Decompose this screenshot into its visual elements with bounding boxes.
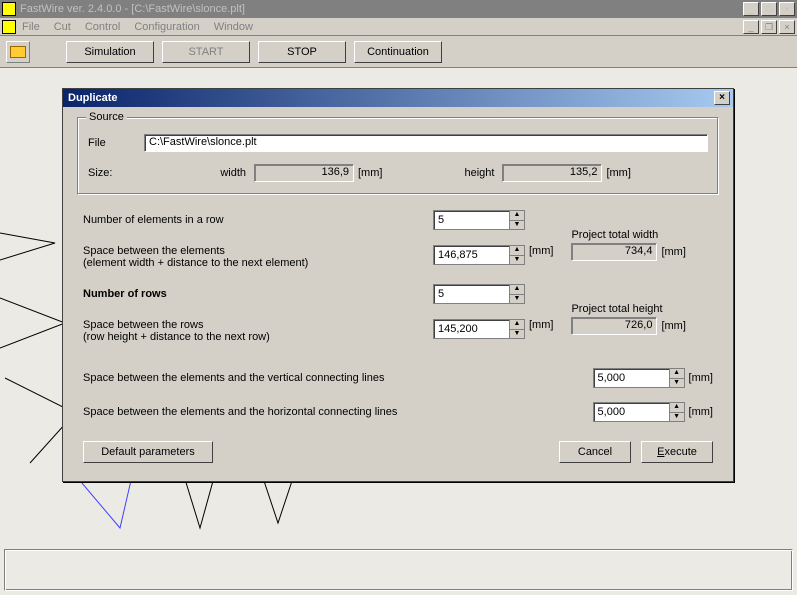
execute-label: xecute [664, 446, 696, 458]
file-label: File [88, 137, 144, 149]
dialog-close-button[interactable]: × [714, 91, 730, 105]
spinner-arrows[interactable]: ▲▼ [669, 402, 685, 422]
height-label: height [382, 167, 502, 179]
proj-width-value: 734,4 [571, 243, 657, 261]
open-file-button[interactable] [6, 41, 30, 63]
menu-cut[interactable]: Cut [54, 21, 71, 33]
start-button[interactable]: START [162, 41, 250, 63]
menu-window[interactable]: Window [214, 21, 253, 33]
space-vert-input[interactable] [593, 368, 669, 388]
doc-restore-button[interactable]: ❐ [761, 20, 777, 34]
proj-height-value: 726,0 [571, 317, 657, 335]
space-elements-label: Space between the elements [83, 245, 433, 257]
minimize-button[interactable]: _ [743, 2, 759, 16]
space-rows-sub: (row height + distance to the next row) [83, 331, 433, 343]
app-icon [2, 2, 16, 16]
cancel-button[interactable]: Cancel [559, 441, 631, 463]
menu-configuration[interactable]: Configuration [134, 21, 199, 33]
num-elements-label: Number of elements in a row [83, 214, 433, 226]
app-title: FastWire ver. 2.4.0.0 - [C:\FastWire\slo… [20, 3, 743, 15]
unit-mm: [mm] [689, 406, 713, 418]
close-button[interactable]: × [779, 2, 795, 16]
main-titlebar: FastWire ver. 2.4.0.0 - [C:\FastWire\slo… [0, 0, 797, 18]
source-legend: Source [86, 111, 127, 123]
maximize-button[interactable]: □ [761, 2, 777, 16]
width-label: width [144, 167, 254, 179]
space-vert-label: Space between the elements and the verti… [83, 372, 503, 384]
execute-button[interactable]: Execute [641, 441, 713, 463]
num-elements-input[interactable] [433, 210, 509, 230]
unit-mm: [mm] [529, 319, 553, 331]
spinner-arrows[interactable]: ▲▼ [509, 210, 525, 230]
proj-height-label: Project total height [571, 303, 685, 315]
status-panel [4, 549, 793, 591]
doc-minimize-button[interactable]: _ [743, 20, 759, 34]
space-elements-sub: (element width + distance to the next el… [83, 257, 433, 269]
toolbar: Simulation START STOP Continuation [0, 36, 797, 68]
spinner-arrows[interactable]: ▲▼ [509, 245, 525, 265]
unit-mm: [mm] [661, 320, 685, 332]
stop-button[interactable]: STOP [258, 41, 346, 63]
num-rows-input[interactable] [433, 284, 509, 304]
space-horz-spinner[interactable]: ▲▼ [593, 402, 685, 422]
folder-icon [10, 46, 26, 58]
width-unit: [mm] [358, 167, 382, 179]
space-horz-label: Space between the elements and the horiz… [83, 406, 503, 418]
simulation-button[interactable]: Simulation [66, 41, 154, 63]
doc-icon [2, 20, 16, 34]
width-value: 136,9 [254, 164, 354, 182]
space-vert-spinner[interactable]: ▲▼ [593, 368, 685, 388]
height-unit: [mm] [606, 167, 630, 179]
unit-mm: [mm] [529, 245, 553, 257]
source-groupbox: Source File C:\FastWire\slonce.plt Size:… [77, 117, 719, 195]
menubar: File Cut Control Configuration Window _ … [0, 18, 797, 36]
spinner-arrows[interactable]: ▲▼ [509, 319, 525, 339]
duplicate-dialog: Duplicate × Source File C:\FastWire\slon… [62, 88, 734, 482]
dialog-titlebar[interactable]: Duplicate × [63, 89, 733, 107]
unit-mm: [mm] [689, 372, 713, 384]
num-rows-label: Number of rows [83, 288, 433, 300]
num-elements-spinner[interactable]: ▲▼ [433, 210, 525, 230]
space-elements-input[interactable] [433, 245, 509, 265]
spinner-arrows[interactable]: ▲▼ [669, 368, 685, 388]
menu-control[interactable]: Control [85, 21, 120, 33]
spinner-arrows[interactable]: ▲▼ [509, 284, 525, 304]
space-horz-input[interactable] [593, 402, 669, 422]
dialog-title: Duplicate [66, 92, 714, 104]
continuation-button[interactable]: Continuation [354, 41, 442, 63]
size-label: Size: [88, 167, 144, 179]
space-rows-input[interactable] [433, 319, 509, 339]
space-elements-spinner[interactable]: ▲▼ [433, 245, 525, 265]
doc-close-button[interactable]: × [779, 20, 795, 34]
file-field[interactable]: C:\FastWire\slonce.plt [144, 134, 708, 152]
proj-width-label: Project total width [571, 229, 685, 241]
num-rows-spinner[interactable]: ▲▼ [433, 284, 525, 304]
menu-file[interactable]: File [22, 21, 40, 33]
space-rows-spinner[interactable]: ▲▼ [433, 319, 525, 339]
default-params-button[interactable]: Default parameters [83, 441, 213, 463]
height-value: 135,2 [502, 164, 602, 182]
unit-mm: [mm] [661, 246, 685, 258]
space-rows-label: Space between the rows [83, 319, 433, 331]
